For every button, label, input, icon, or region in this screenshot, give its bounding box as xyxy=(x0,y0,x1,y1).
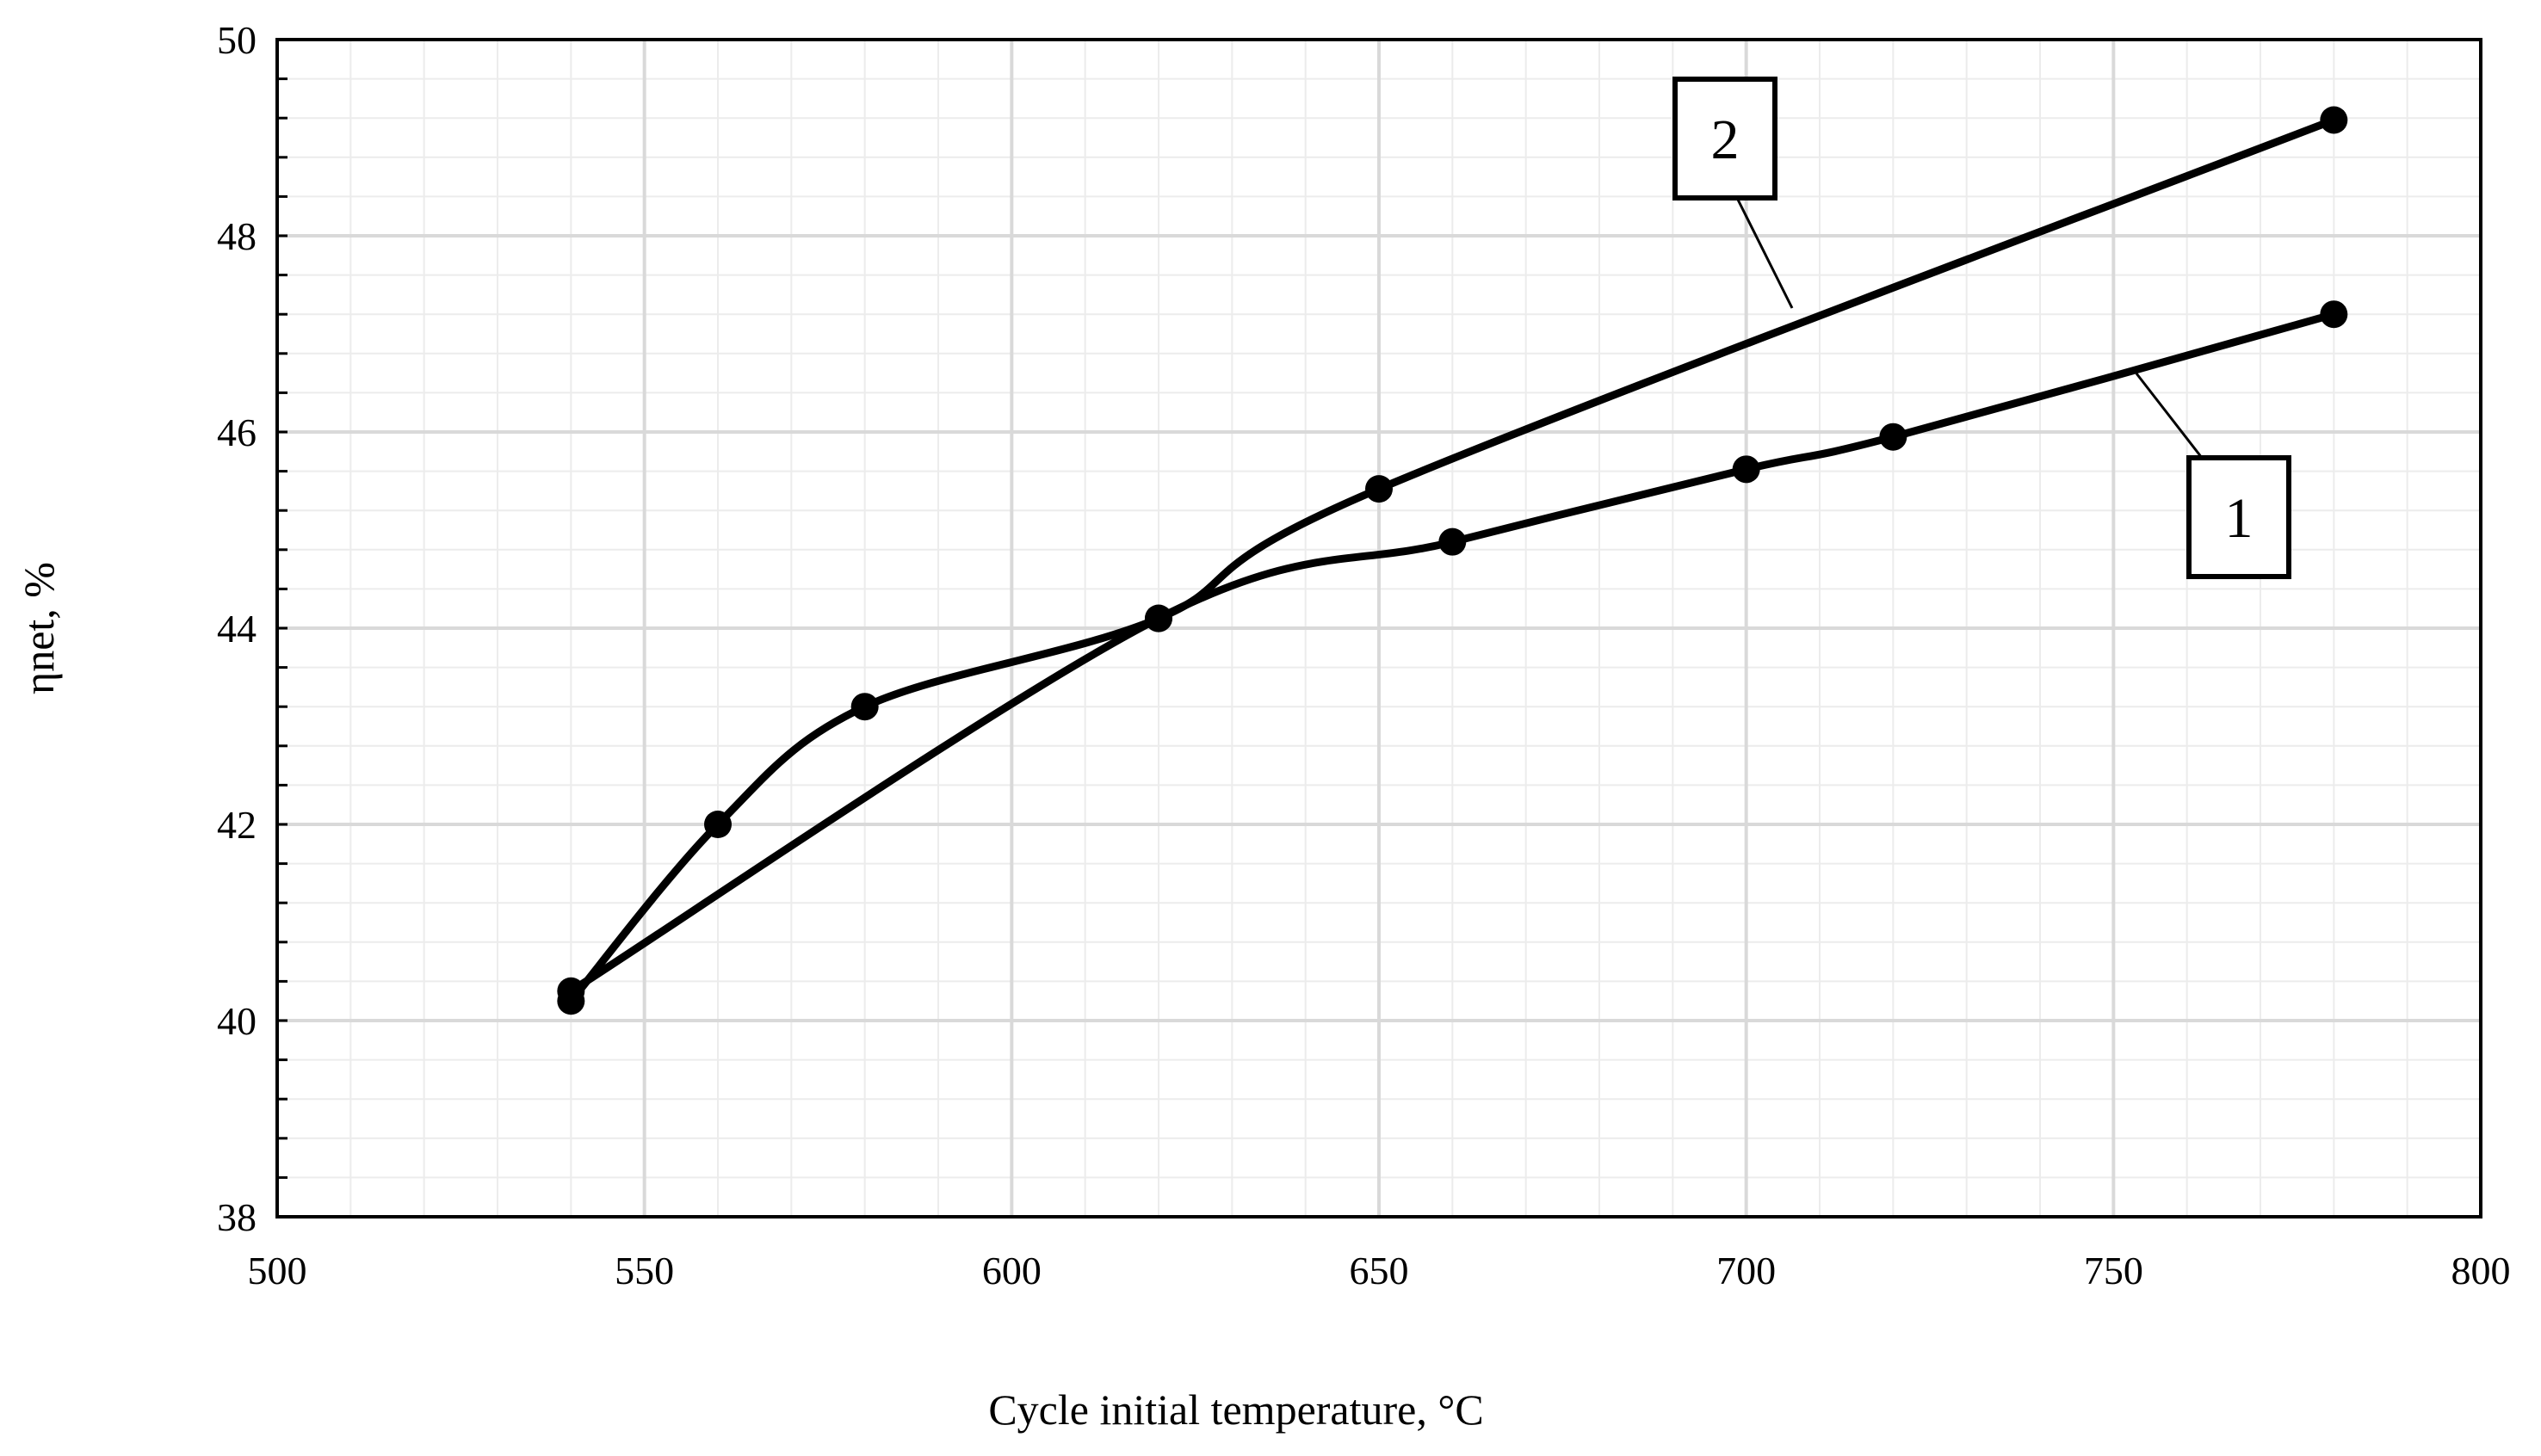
y-axis-title: ηnet, % xyxy=(15,562,63,694)
x-axis-title: Cycle initial temperature, °C xyxy=(988,1385,1483,1434)
data-point-series-2 xyxy=(1145,604,1172,632)
x-tick-label: 750 xyxy=(2084,1249,2143,1293)
y-tick-label: 40 xyxy=(217,999,257,1043)
series-points xyxy=(557,106,2348,1015)
x-tick-label: 650 xyxy=(1350,1249,1409,1293)
data-point-series-2 xyxy=(704,811,732,838)
callout-box-1 xyxy=(2186,455,2291,579)
x-tick-label: 500 xyxy=(248,1249,307,1293)
y-tick-label: 44 xyxy=(217,607,257,651)
series-label-1: 1 xyxy=(2225,487,2254,550)
data-point-series-2 xyxy=(850,693,879,721)
data-point-series-1 xyxy=(2320,300,2348,329)
y-tick-label: 48 xyxy=(217,214,257,258)
x-tick-label: 700 xyxy=(1716,1249,1776,1293)
y-axis-tick-labels: 38 40 42 44 46 48 50 xyxy=(217,18,257,1239)
data-point-series-1 xyxy=(1879,423,1907,451)
callout-box-2 xyxy=(1672,77,1777,201)
y-tick-label: 50 xyxy=(217,18,257,62)
data-point-series-2 xyxy=(557,987,585,1015)
data-point-series-2 xyxy=(1365,475,1393,503)
data-point-series-1 xyxy=(1732,455,1760,484)
x-tick-label: 550 xyxy=(615,1249,674,1293)
series-callouts: 21 xyxy=(1672,77,2291,579)
y-tick-label: 38 xyxy=(217,1195,257,1239)
series-line-1 xyxy=(566,310,2338,996)
callout-leader-line-2 xyxy=(1735,197,1794,309)
data-point-series-1 xyxy=(1438,527,1467,556)
major-gridlines xyxy=(277,40,2481,1217)
y-tick-label: 46 xyxy=(217,410,257,454)
data-point-series-2 xyxy=(2320,106,2348,134)
x-tick-label: 800 xyxy=(2451,1249,2511,1293)
y-tick-label: 42 xyxy=(217,803,257,847)
x-axis-tick-labels: 500 550 600 650 700 750 800 xyxy=(248,1249,2511,1293)
series-label-2: 2 xyxy=(1711,108,1740,171)
y-axis-minor-ticks xyxy=(277,38,287,1218)
x-tick-label: 600 xyxy=(982,1249,1042,1293)
callout-leader-line-1 xyxy=(2135,373,2204,459)
